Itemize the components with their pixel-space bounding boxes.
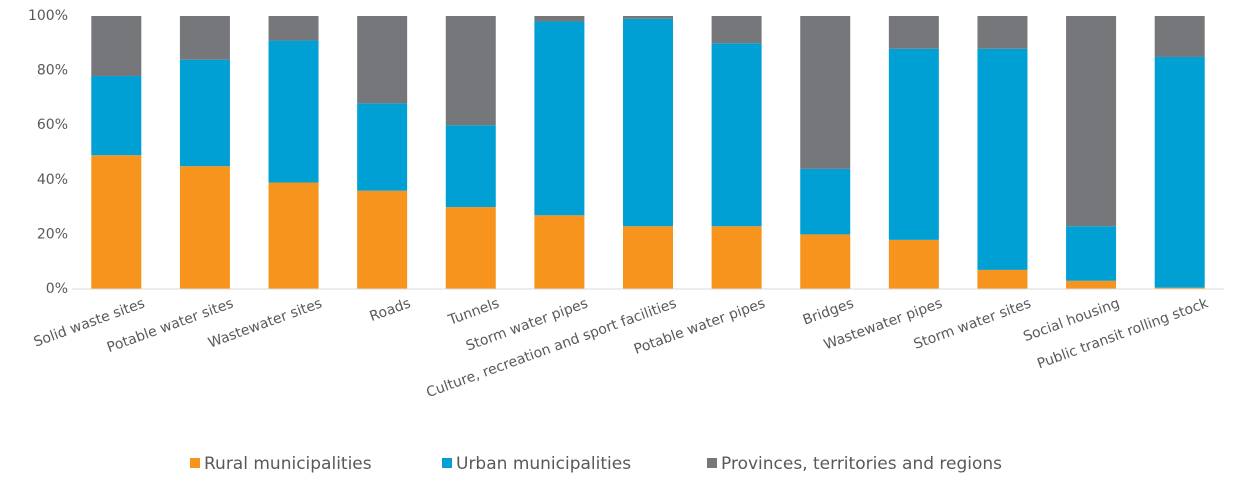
bar-segment [445, 16, 496, 126]
bar-segment [977, 16, 1028, 49]
bar-segment [711, 43, 762, 227]
bar-segment [268, 40, 319, 183]
bar-segment [888, 239, 939, 289]
legend-label: Provinces, territories and regions [721, 454, 1002, 474]
bar-segment [1154, 56, 1205, 288]
bar-segment [888, 16, 939, 49]
bar-segment [534, 21, 585, 216]
bar-segment [534, 16, 585, 22]
legend-label: Urban municipalities [456, 454, 631, 474]
x-tick-label: Bridges [801, 295, 856, 328]
x-tick-label: Public transit rolling stock [1035, 295, 1211, 372]
bar-segment [357, 16, 408, 104]
bar-segment [179, 166, 230, 289]
x-tick-label: Tunnels [445, 295, 501, 328]
bar-segment [800, 234, 851, 289]
y-tick-label: 100% [28, 8, 68, 24]
bar-segment [623, 16, 673, 19]
bar-segment [1066, 226, 1117, 281]
bar-segment [1066, 280, 1117, 289]
bar-segment [800, 16, 851, 169]
bar-segment [357, 103, 408, 191]
bar-segment [711, 226, 762, 289]
y-tick-label: 20% [37, 226, 68, 242]
bar-segment [1154, 287, 1205, 289]
y-tick-label: 40% [37, 172, 68, 188]
legend-swatch [442, 458, 452, 468]
bar-segment [623, 226, 673, 289]
bar-segment [445, 207, 496, 289]
bar-segment [357, 190, 408, 289]
bar-segment [179, 59, 230, 167]
legend-swatch [190, 458, 200, 468]
y-tick-label: 60% [37, 117, 68, 133]
bar-segment [268, 182, 319, 289]
bar-segment [1066, 16, 1117, 227]
legend-label: Rural municipalities [204, 454, 372, 474]
bar-segment [888, 48, 939, 240]
bar-segment [91, 16, 142, 77]
bar-segment [91, 155, 142, 289]
bar-segment [534, 215, 585, 289]
bar-segment [445, 125, 496, 208]
y-tick-label: 80% [37, 63, 68, 79]
y-tick-label: 0% [46, 281, 68, 297]
bar-segment [623, 18, 673, 227]
bar-segment [268, 16, 319, 41]
x-tick-label: Roads [368, 295, 413, 325]
legend-swatch [707, 458, 717, 468]
bar-segment [91, 76, 142, 156]
bar-segment [800, 168, 851, 235]
bar-segment [977, 48, 1028, 270]
bar-segment [1154, 16, 1205, 57]
bar-segment [711, 16, 762, 44]
bar-segment [179, 16, 230, 60]
bar-segment [977, 269, 1028, 289]
